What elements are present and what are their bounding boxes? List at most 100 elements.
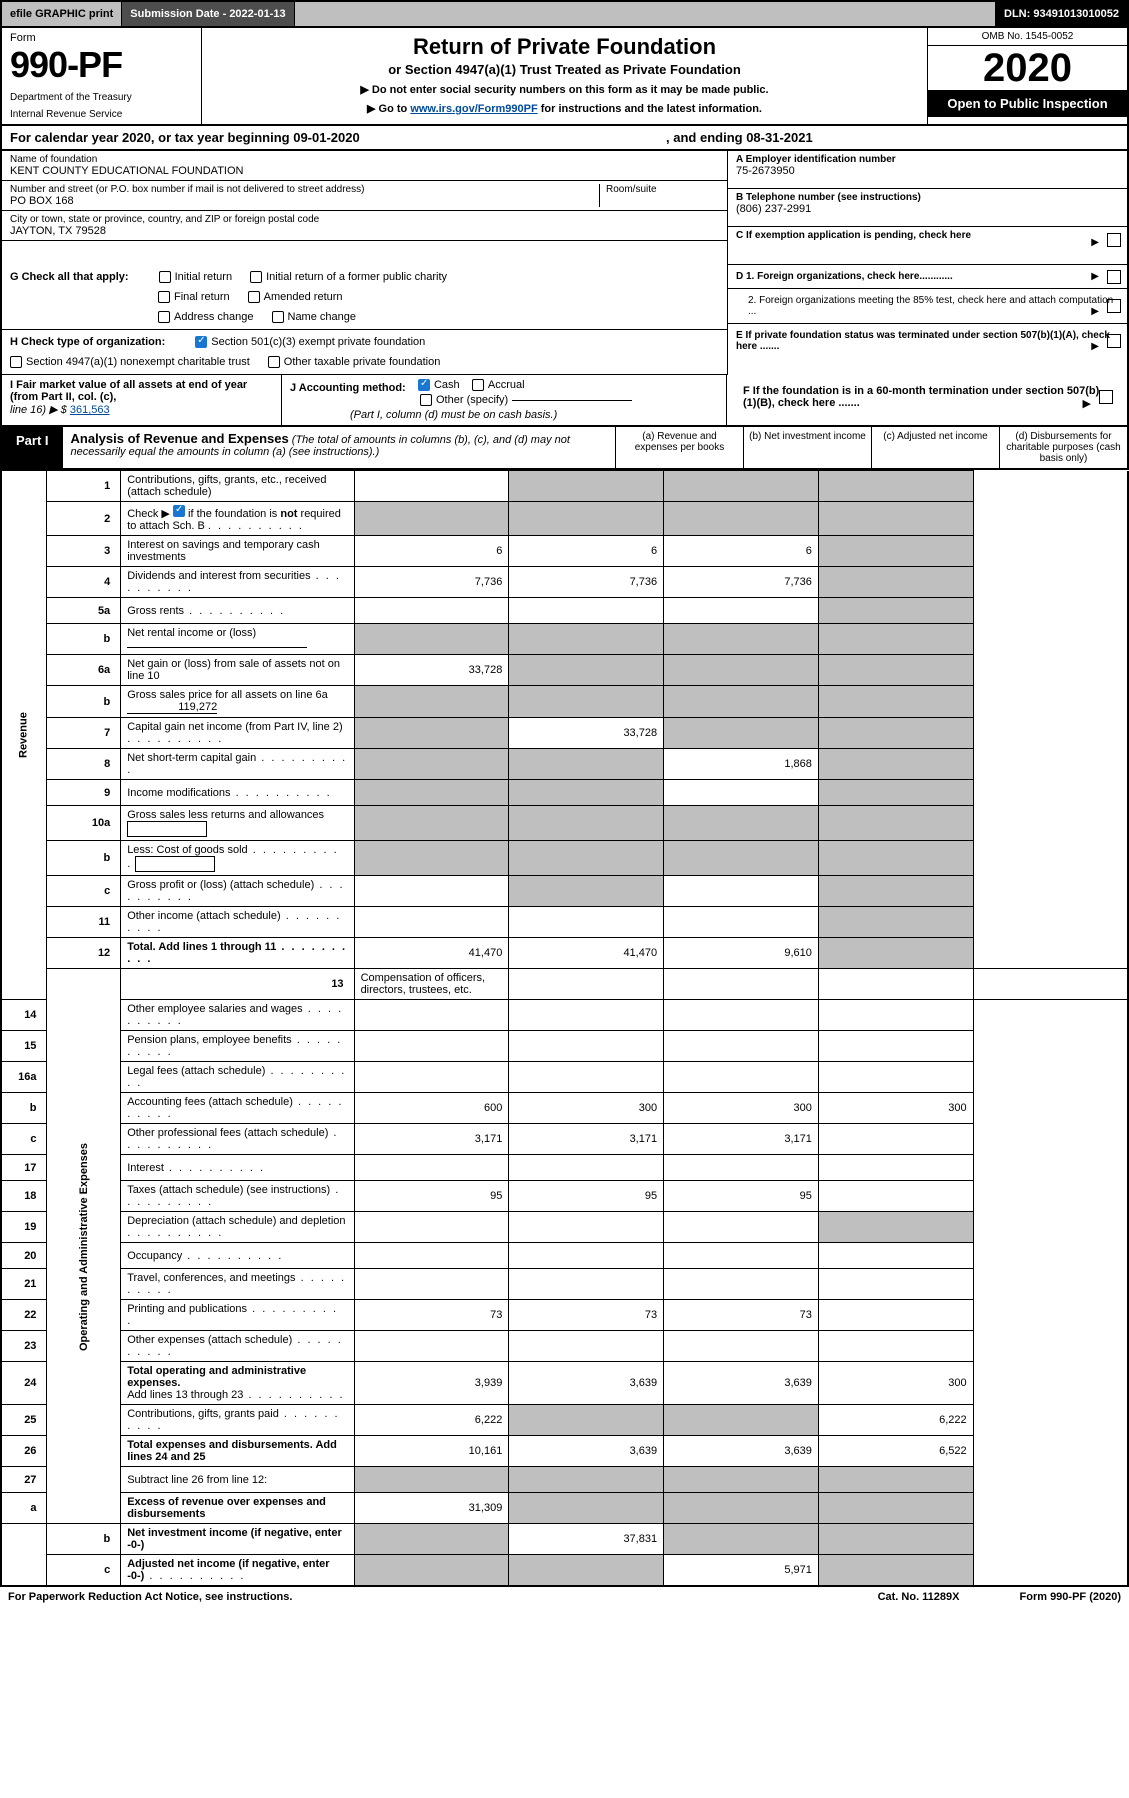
row-3: Interest on savings and temporary cash i… <box>121 536 354 567</box>
footer-left: For Paperwork Reduction Act Notice, see … <box>8 1591 878 1603</box>
chk-former-charity[interactable]: Initial return of a former public charit… <box>250 271 447 283</box>
city-cell: City or town, state or province, country… <box>2 211 727 241</box>
chk-initial-return[interactable]: Initial return <box>159 271 232 283</box>
foundation-name-cell: Name of foundation KENT COUNTY EDUCATION… <box>2 151 727 181</box>
flag-f: F If the foundation is in a 60-month ter… <box>735 379 1119 415</box>
i-cell: I Fair market value of all assets at end… <box>2 375 282 425</box>
phone-label: B Telephone number (see instructions) <box>736 192 1119 203</box>
row-5a: Gross rents <box>121 598 354 624</box>
chk-other-taxable[interactable]: Other taxable private foundation <box>268 356 441 368</box>
chk-name-change[interactable]: Name change <box>272 311 357 323</box>
checkbox-e[interactable] <box>1107 334 1121 348</box>
arrow-icon: ▶ <box>1091 237 1099 248</box>
row-10b: Less: Cost of goods sold <box>121 841 354 876</box>
chk-final-return[interactable]: Final return <box>158 291 230 303</box>
irs-link[interactable]: www.irs.gov/Form990PF <box>410 103 537 115</box>
form-note-link: ▶ Go to www.irs.gov/Form990PF for instru… <box>212 102 917 115</box>
row-4: Dividends and interest from securities <box>121 567 354 598</box>
chk-4947a1[interactable]: Section 4947(a)(1) nonexempt charitable … <box>10 356 250 368</box>
efile-label: efile GRAPHIC print <box>2 2 122 26</box>
side-expenses: Operating and Administrative Expenses <box>47 969 121 1524</box>
row-12: Total. Add lines 1 through 11 <box>121 938 354 969</box>
col-c-head: (c) Adjusted net income <box>871 427 999 468</box>
row-25: Contributions, gifts, grants paid <box>121 1405 354 1436</box>
row-6b: Gross sales price for all assets on line… <box>121 686 354 718</box>
row-13: Compensation of officers, directors, tru… <box>354 969 509 1000</box>
row-5b: Net rental income or (loss) <box>121 624 354 655</box>
dept-irs: Internal Revenue Service <box>10 109 193 120</box>
submission-date: Submission Date - 2022-01-13 <box>122 2 294 26</box>
form-subtitle: or Section 4947(a)(1) Trust Treated as P… <box>212 62 917 77</box>
part1-table: Revenue 1Contributions, gifts, grants, e… <box>0 470 1129 1587</box>
form-word: Form <box>10 32 193 44</box>
name-label: Name of foundation <box>10 154 719 165</box>
checkbox-c[interactable] <box>1107 233 1121 247</box>
meta-block: Name of foundation KENT COUNTY EDUCATION… <box>0 151 1129 265</box>
row-8: Net short-term capital gain <box>121 749 354 780</box>
part1-title: Analysis of Revenue and Expenses <box>71 431 289 446</box>
header-left: Form 990-PF Department of the Treasury I… <box>2 28 202 124</box>
note2-post: for instructions and the latest informat… <box>538 103 762 115</box>
fmv-link[interactable]: 361,563 <box>70 404 110 416</box>
flag-e: E If private foundation status was termi… <box>728 324 1127 358</box>
exemption-cell: C If exemption application is pending, c… <box>728 227 1127 265</box>
tax-year: 2020 <box>928 46 1127 90</box>
calendar-year-row: For calendar year 2020, or tax year begi… <box>0 126 1129 151</box>
row-23: Other expenses (attach schedule) <box>121 1331 354 1362</box>
form-title: Return of Private Foundation <box>212 34 917 60</box>
checkbox-d2[interactable] <box>1107 299 1121 313</box>
foundation-address: PO BOX 168 <box>10 195 599 207</box>
row-21: Travel, conferences, and meetings <box>121 1269 354 1300</box>
row-11: Other income (attach schedule) <box>121 907 354 938</box>
form-number: 990-PF <box>10 44 193 86</box>
phone-cell: B Telephone number (see instructions) (8… <box>728 189 1127 227</box>
addr-label: Number and street (or P.O. box number if… <box>10 184 599 195</box>
row-17: Interest <box>121 1155 354 1181</box>
col-a-head: (a) Revenue and expenses per books <box>615 427 743 468</box>
row-22: Printing and publications <box>121 1300 354 1331</box>
form-note-ssn: ▶ Do not enter social security numbers o… <box>212 83 917 96</box>
city-label: City or town, state or province, country… <box>10 214 719 225</box>
cal-pre: For calendar year 2020, or tax year begi… <box>10 130 360 145</box>
part1-tab: Part I <box>2 427 63 468</box>
dln-label: DLN: 93491013010052 <box>996 2 1127 26</box>
row-7: Capital gain net income (from Part IV, l… <box>121 718 354 749</box>
part1-desc: Analysis of Revenue and Expenses (The to… <box>63 427 615 468</box>
chk-cash[interactable]: Cash <box>418 379 460 391</box>
form-header: Form 990-PF Department of the Treasury I… <box>0 28 1129 126</box>
h-label: H Check type of organization: <box>10 336 165 348</box>
j-note: (Part I, column (d) must be on cash basi… <box>350 409 557 421</box>
row-19: Depreciation (attach schedule) and deple… <box>121 1212 354 1243</box>
checkbox-f[interactable] <box>1099 390 1113 404</box>
dept-treasury: Department of the Treasury <box>10 92 193 103</box>
chk-501c3[interactable]: Section 501(c)(3) exempt private foundat… <box>195 336 425 348</box>
row-14: Other employee salaries and wages <box>121 1000 354 1031</box>
address-cell: Number and street (or P.O. box number if… <box>2 181 727 211</box>
cal-mid: , and ending 08-31-2021 <box>666 130 813 145</box>
header-right: OMB No. 1545-0052 2020 Open to Public In… <box>927 28 1127 124</box>
chk-address-change[interactable]: Address change <box>158 311 254 323</box>
chk-other-method[interactable]: Other (specify) <box>420 394 632 406</box>
chk-sch-b[interactable] <box>173 505 185 517</box>
row-16b: Accounting fees (attach schedule) <box>121 1093 354 1124</box>
col-d-head: (d) Disbursements for charitable purpose… <box>999 427 1127 468</box>
row-10a: Gross sales less returns and allowances <box>121 806 354 841</box>
row-26: Total expenses and disbursements. Add li… <box>121 1436 354 1467</box>
row-24: Total operating and administrative expen… <box>121 1362 354 1405</box>
room-label: Room/suite <box>606 184 719 195</box>
chk-accrual[interactable]: Accrual <box>472 379 525 391</box>
footer-mid: Cat. No. 11289X <box>878 1591 960 1603</box>
g-row: G Check all that apply: Initial return I… <box>2 265 727 330</box>
exemption-label: C If exemption application is pending, c… <box>736 230 971 241</box>
chk-amended-return[interactable]: Amended return <box>248 291 343 303</box>
row-15: Pension plans, employee benefits <box>121 1031 354 1062</box>
g-label: G Check all that apply: <box>10 271 129 283</box>
foundation-name: KENT COUNTY EDUCATIONAL FOUNDATION <box>10 165 719 177</box>
row-1: Contributions, gifts, grants, etc., rece… <box>121 471 354 502</box>
flag-d1: D 1. Foreign organizations, check here..… <box>728 265 1127 289</box>
checkbox-d1[interactable] <box>1107 270 1121 284</box>
phone-value: (806) 237-2991 <box>736 203 1119 215</box>
row-16c: Other professional fees (attach schedule… <box>121 1124 354 1155</box>
row-2: Check ▶ if the foundation is not require… <box>121 502 354 536</box>
row-27b: Net investment income (if negative, ente… <box>121 1524 354 1555</box>
